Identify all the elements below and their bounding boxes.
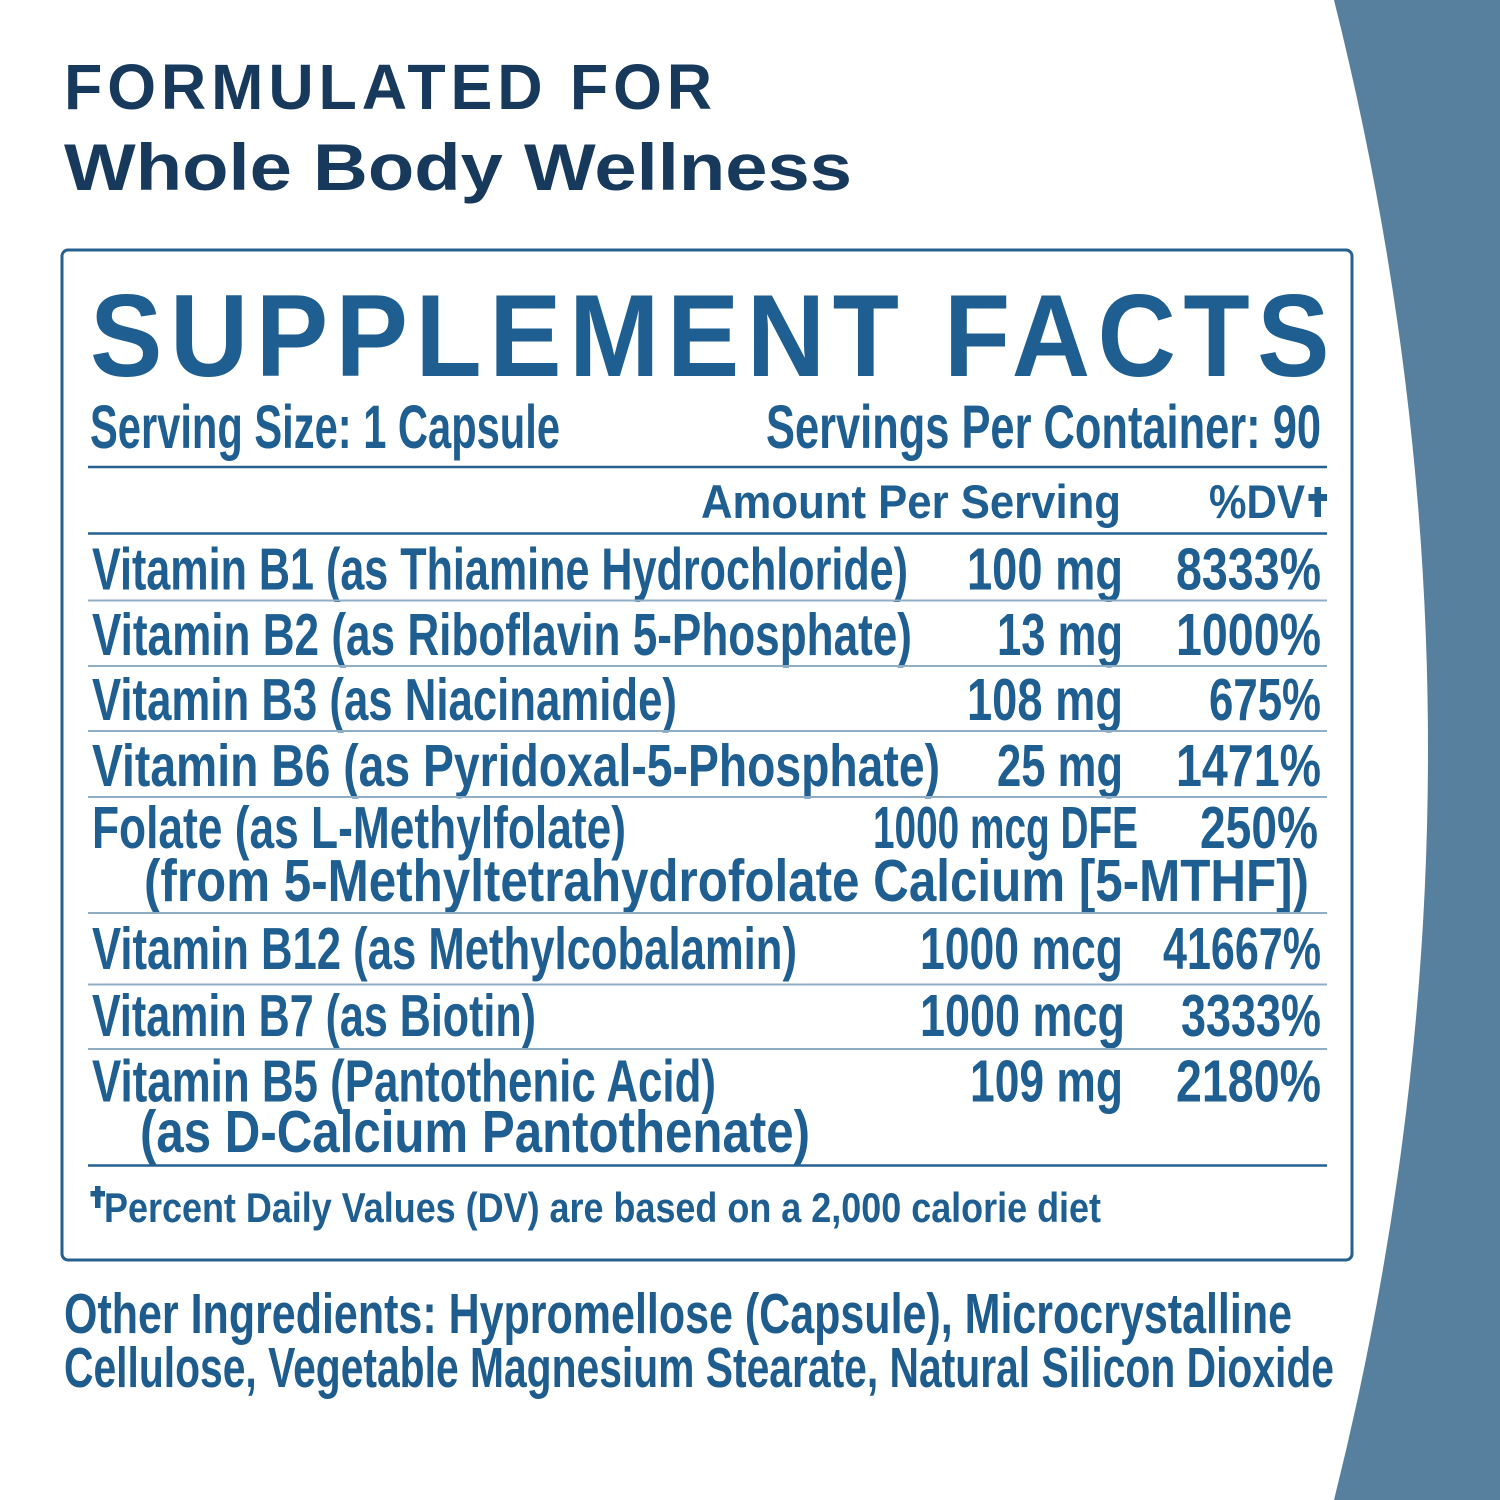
svg-text:Vitamin B2 (as Riboflavin 5-Ph: Vitamin B2 (as Riboflavin 5-Phosphate) [92, 602, 912, 668]
svg-text:41667%: 41667% [1163, 916, 1321, 982]
svg-text:Folate (as L-Methylfolate): Folate (as L-Methylfolate) [92, 795, 626, 861]
svg-text:8333%: 8333% [1176, 537, 1321, 603]
svg-text:Other Ingredients: Hypromellos: Other Ingredients: Hypromellose (Capsule… [64, 1282, 1292, 1346]
svg-text:250%: 250% [1200, 795, 1318, 861]
svg-text:1000 mcg DFE: 1000 mcg DFE [873, 795, 1138, 861]
svg-text:(as D-Calcium Pantothenate): (as D-Calcium Pantothenate) [140, 1099, 810, 1165]
svg-text:108 mg: 108 mg [967, 667, 1123, 733]
svg-text:3333%: 3333% [1181, 983, 1321, 1049]
svg-text:Vitamin B7 (as Biotin): Vitamin B7 (as Biotin) [92, 983, 536, 1049]
svg-text:100 mg: 100 mg [967, 537, 1123, 603]
svg-text:1471%: 1471% [1176, 733, 1321, 799]
svg-text:1000%: 1000% [1176, 602, 1321, 668]
svg-text:1000 mcg: 1000 mcg [920, 983, 1125, 1049]
svg-text:Whole Body Wellness: Whole Body Wellness [64, 130, 852, 204]
svg-text:Vitamin B12 (as Methylcobalami: Vitamin B12 (as Methylcobalamin) [92, 916, 797, 982]
svg-text:Vitamin B6 (as Pyridoxal-5-Pho: Vitamin B6 (as Pyridoxal-5-Phosphate) [92, 733, 940, 799]
svg-text:Serving Size: 1 Capsule: Serving Size: 1 Capsule [90, 393, 560, 461]
svg-text:Vitamin B1 (as Thiamine Hydroc: Vitamin B1 (as Thiamine Hydrochloride) [92, 537, 908, 603]
svg-text:FORMULATED FOR: FORMULATED FOR [64, 51, 717, 123]
svg-text:Vitamin B3 (as Niacinamide): Vitamin B3 (as Niacinamide) [92, 667, 677, 733]
svg-text:Servings Per Container: 90: Servings Per Container: 90 [766, 393, 1321, 461]
svg-text:109 mg: 109 mg [970, 1049, 1123, 1115]
svg-text:13 mg: 13 mg [997, 602, 1123, 668]
svg-text:SUPPLEMENT FACTS: SUPPLEMENT FACTS [90, 270, 1337, 401]
svg-text:Vitamin B5 (Pantothenic Acid): Vitamin B5 (Pantothenic Acid) [92, 1049, 716, 1115]
svg-text:(from 5-Methyltetrahydrofolate: (from 5-Methyltetrahydrofolate Calcium [… [144, 848, 1309, 914]
svg-text:2180%: 2180% [1176, 1049, 1321, 1115]
svg-text:Percent Daily Values (DV) are: Percent Daily Values (DV) are based on a… [104, 1184, 1101, 1231]
svg-text:675%: 675% [1209, 667, 1321, 733]
svg-text:Cellulose, Vegetable Magnesium: Cellulose, Vegetable Magnesium Stearate,… [64, 1336, 1334, 1400]
svg-text:25 mg: 25 mg [997, 733, 1123, 799]
svg-text:1000 mcg: 1000 mcg [920, 916, 1123, 982]
svg-text:%DV: %DV [1209, 475, 1306, 528]
svg-text:Amount Per Serving: Amount Per Serving [701, 475, 1121, 528]
